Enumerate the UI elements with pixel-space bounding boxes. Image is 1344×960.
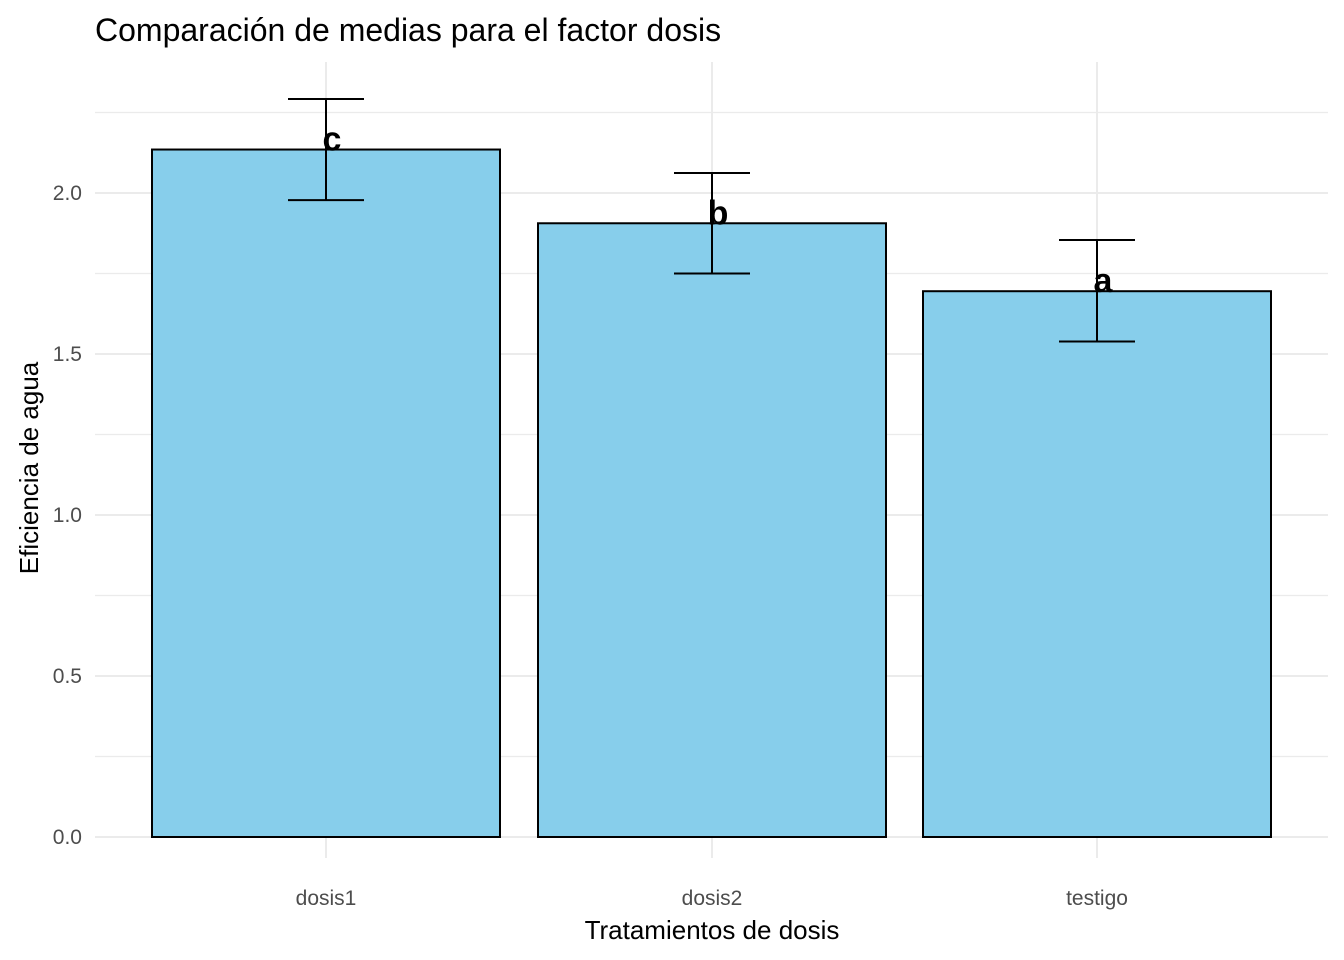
group-letter-dosis1: c xyxy=(323,121,342,159)
x-axis-title: Tratamientos de dosis xyxy=(585,915,840,945)
bars xyxy=(151,148,1272,838)
error-bars xyxy=(288,97,1135,343)
x-tick-label: testigo xyxy=(1066,887,1128,910)
y-axis-title: Eficiencia de agua xyxy=(14,361,44,574)
bar-testigo xyxy=(922,290,1272,838)
bar-dosis1 xyxy=(151,148,501,838)
group-letters: c b a xyxy=(323,121,1114,301)
chart-title: Comparación de medias para el factor dos… xyxy=(95,12,721,48)
group-letter-testigo: a xyxy=(1094,262,1114,300)
x-tick-label: dosis1 xyxy=(296,887,357,910)
x-tick-label: dosis2 xyxy=(682,887,743,910)
x-axis-ticks: dosis1 dosis2 testigo xyxy=(296,887,1128,910)
y-tick-label: 1.5 xyxy=(53,343,82,366)
y-tick-label: 2.0 xyxy=(53,182,82,205)
y-axis-ticks: 0.0 0.5 1.0 1.5 2.0 xyxy=(53,182,82,849)
group-letter-dosis2: b xyxy=(708,194,729,232)
bar-dosis2 xyxy=(537,222,887,838)
y-tick-label: 0.5 xyxy=(53,665,82,688)
y-tick-label: 0.0 xyxy=(53,826,82,849)
y-tick-label: 1.0 xyxy=(53,504,82,527)
